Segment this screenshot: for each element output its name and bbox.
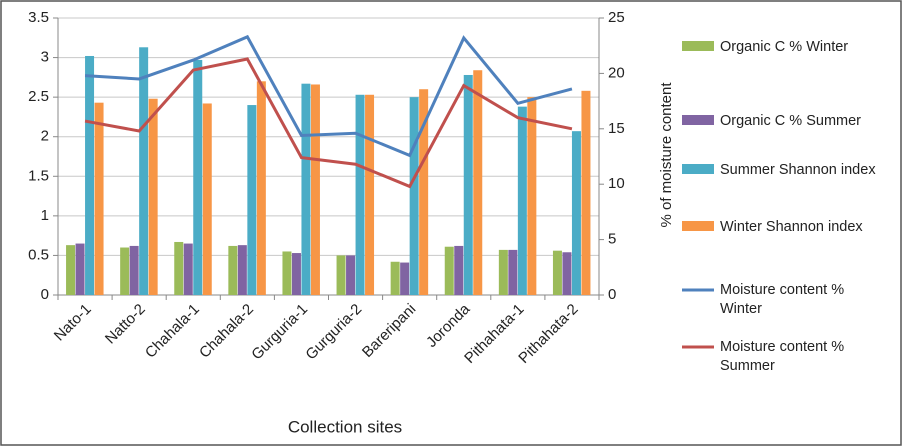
y-tick-label: 0.5 xyxy=(28,246,49,263)
bar xyxy=(498,249,508,295)
y2-tick-label: 5 xyxy=(608,231,616,248)
legend-label: Organic C % Summer xyxy=(720,113,862,129)
bar xyxy=(256,81,266,295)
bar xyxy=(174,241,184,295)
y2-tick-label: 0 xyxy=(608,286,616,303)
legend-label: Summer Shannon index xyxy=(720,162,876,178)
bar xyxy=(66,245,76,295)
y2-tick-label: 25 xyxy=(608,9,625,26)
y-tick-label: 1.5 xyxy=(28,167,49,184)
bar xyxy=(85,55,95,295)
y2-axis-title: % of moisture content xyxy=(658,82,675,228)
bar xyxy=(291,253,301,295)
bar xyxy=(400,262,410,295)
legend-key xyxy=(682,115,714,125)
bar xyxy=(139,47,149,296)
line xyxy=(84,34,573,158)
bar xyxy=(129,245,139,295)
legend-item: Moisture content % Summer xyxy=(682,338,890,376)
bar xyxy=(120,247,130,295)
bar xyxy=(390,261,400,295)
x-axis-title: Collection sites xyxy=(288,417,402,436)
legend-item: Moisture content % Winter xyxy=(682,281,890,319)
x-tick-label: Chahala-1 xyxy=(142,301,203,362)
bar xyxy=(409,97,419,296)
legend-key xyxy=(682,345,714,349)
bar xyxy=(444,246,454,295)
y2-tick-label: 10 xyxy=(608,175,625,192)
y2-tick-label: 20 xyxy=(608,64,625,81)
x-tick-label: Bareripani xyxy=(359,301,419,361)
bar xyxy=(346,255,356,295)
legend-item: Winter Shannon index xyxy=(682,218,902,237)
bar xyxy=(454,245,464,295)
line xyxy=(84,57,573,189)
y-tick-label: 2 xyxy=(41,128,49,145)
bar xyxy=(310,84,320,295)
legend-item: Organic C % Summer xyxy=(682,112,890,131)
bar xyxy=(581,90,591,295)
legend-key xyxy=(682,41,714,51)
bar xyxy=(562,252,572,295)
legend-label: Moisture content % Summer xyxy=(720,339,845,374)
x-tick-label: Gurguria-1 xyxy=(248,301,311,364)
x-tick-label: Natto-2 xyxy=(102,301,149,348)
bar xyxy=(552,250,562,295)
y-tick-label: 0 xyxy=(41,286,49,303)
legend-swatch xyxy=(682,164,714,174)
bar xyxy=(193,59,203,296)
legend-swatch xyxy=(682,115,714,125)
bar xyxy=(508,249,518,295)
legend-label: Organic C % Winter xyxy=(720,39,849,55)
bar xyxy=(571,131,581,295)
y-tick-label: 3 xyxy=(41,49,49,66)
x-tick-label: Nato-1 xyxy=(51,301,95,345)
legend-label: Moisture content % Winter xyxy=(720,282,845,317)
bar xyxy=(228,245,238,295)
bar xyxy=(473,70,483,295)
y-tick-label: 1 xyxy=(41,207,49,224)
legend-item: Organic C % Winter xyxy=(682,38,890,57)
bar xyxy=(365,94,375,295)
legend-swatch xyxy=(682,41,714,51)
bar xyxy=(94,102,104,295)
bar xyxy=(463,74,473,296)
bar xyxy=(148,98,158,296)
bar xyxy=(336,255,346,295)
y2-tick-label: 15 xyxy=(608,120,625,137)
bar xyxy=(355,94,365,295)
bar xyxy=(75,243,85,295)
legend-swatch xyxy=(682,221,714,231)
legend-key xyxy=(682,164,714,174)
bar xyxy=(237,245,247,295)
bar xyxy=(517,106,527,295)
legend-key xyxy=(682,221,714,231)
x-tick-label: Gurguria-2 xyxy=(302,301,365,364)
legend-label: Winter Shannon index xyxy=(720,219,863,235)
y-tick-label: 2.5 xyxy=(28,88,49,105)
bar xyxy=(247,105,257,295)
x-tick-label: Chahala-2 xyxy=(196,301,257,362)
bar xyxy=(301,83,311,295)
legend-item: Summer Shannon index xyxy=(682,161,890,180)
bar xyxy=(183,243,193,295)
bar xyxy=(527,97,537,296)
bar xyxy=(419,89,429,295)
legend-key xyxy=(682,288,714,292)
y-tick-label: 3.5 xyxy=(28,9,49,26)
bar xyxy=(202,103,212,295)
x-tick-label: Joronda xyxy=(423,300,474,351)
bar xyxy=(282,251,292,295)
